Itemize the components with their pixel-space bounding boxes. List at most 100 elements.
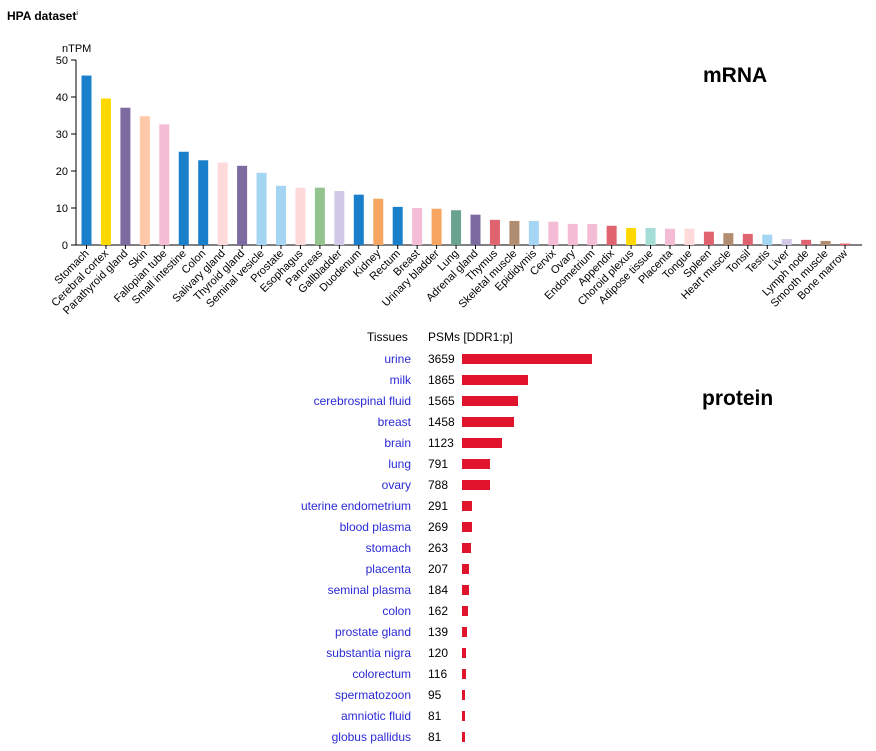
- mrna-bar[interactable]: [431, 208, 442, 245]
- mrna-bar[interactable]: [295, 187, 306, 245]
- tissue-link[interactable]: urine: [384, 352, 411, 366]
- mrna-bar[interactable]: [100, 98, 111, 245]
- psm-value: 81: [428, 709, 442, 723]
- psm-value: 269: [428, 520, 449, 534]
- mrna-bar[interactable]: [217, 162, 228, 245]
- tissue-link[interactable]: blood plasma: [339, 520, 411, 534]
- psm-bar: [462, 501, 473, 511]
- table-row: colorectum 116: [0, 667, 876, 688]
- psm-value: 207: [428, 562, 449, 576]
- tissue-link[interactable]: placenta: [365, 562, 411, 576]
- psms-header-label: PSMs: [428, 330, 461, 344]
- mrna-bar[interactable]: [528, 220, 539, 245]
- mrna-bar[interactable]: [820, 240, 831, 245]
- mrna-bar[interactable]: [548, 221, 559, 245]
- table-row: breast 1458: [0, 415, 876, 436]
- psm-bar: [462, 522, 472, 532]
- mrna-bar[interactable]: [353, 194, 364, 245]
- psm-value: 1458: [428, 415, 455, 429]
- psm-bar: [462, 459, 491, 469]
- mrna-bar[interactable]: [626, 227, 637, 245]
- table-row: uterine endometrium 291: [0, 499, 876, 520]
- mrna-bar[interactable]: [373, 198, 384, 245]
- y-tick-label: 40: [56, 92, 68, 104]
- tissue-link[interactable]: stomach: [365, 541, 411, 555]
- mrna-bar[interactable]: [781, 239, 792, 245]
- tissue-link[interactable]: uterine endometrium: [300, 499, 411, 513]
- mrna-bar[interactable]: [742, 233, 753, 245]
- table-row: substantia nigra 120: [0, 646, 876, 667]
- mrna-label: mRNA: [703, 64, 768, 87]
- table-row: stomach 263: [0, 541, 876, 562]
- psm-bar: [462, 396, 518, 406]
- mrna-bar[interactable]: [645, 227, 656, 245]
- psm-value: 1565: [428, 394, 455, 408]
- mrna-bar[interactable]: [723, 233, 734, 245]
- y-tick-label: 30: [56, 129, 68, 141]
- mrna-bar[interactable]: [840, 243, 851, 245]
- tissue-link[interactable]: ovary: [381, 478, 411, 492]
- mrna-bar[interactable]: [256, 172, 267, 245]
- tissue-link[interactable]: seminal plasma: [327, 583, 411, 597]
- tissue-link[interactable]: brain: [384, 436, 411, 450]
- mrna-bar[interactable]: [489, 219, 500, 245]
- mrna-bar[interactable]: [139, 116, 150, 246]
- mrna-bar[interactable]: [665, 228, 675, 245]
- tissues-column-header: Tissues: [367, 330, 408, 344]
- mrna-bar[interactable]: [762, 234, 773, 245]
- psm-value: 184: [428, 583, 449, 597]
- mrna-bar[interactable]: [276, 185, 286, 245]
- mrna-bar[interactable]: [451, 210, 462, 245]
- tissue-link[interactable]: substantia nigra: [326, 646, 411, 660]
- tissue-link[interactable]: milk: [389, 373, 411, 387]
- mrna-bar[interactable]: [801, 239, 812, 245]
- psm-bar: [462, 669, 467, 679]
- tissue-link[interactable]: lung: [388, 457, 411, 471]
- mrna-bar[interactable]: [470, 214, 481, 245]
- table-row: seminal plasma 184: [0, 583, 876, 604]
- mrna-bar[interactable]: [198, 160, 209, 245]
- mrna-bar[interactable]: [81, 75, 92, 245]
- y-tick-label: 10: [56, 203, 68, 215]
- tissue-link[interactable]: spermatozoon: [334, 688, 411, 702]
- tissue-link[interactable]: colon: [382, 604, 411, 618]
- mrna-bar[interactable]: [587, 223, 598, 245]
- y-tick-label: 20: [56, 166, 68, 178]
- mrna-bar[interactable]: [703, 231, 714, 245]
- tissue-link[interactable]: cerebrospinal fluid: [313, 394, 411, 408]
- psm-bar: [462, 585, 469, 595]
- mrna-bar[interactable]: [509, 220, 520, 245]
- y-axis-label: nTPM: [62, 43, 91, 55]
- table-row: amniotic fluid 81: [0, 709, 876, 730]
- mrna-bar[interactable]: [314, 187, 325, 245]
- mrna-bar[interactable]: [159, 124, 170, 245]
- tissue-link[interactable]: prostate gland: [334, 625, 411, 639]
- psm-value: 788: [428, 478, 449, 492]
- psm-bar: [462, 732, 465, 742]
- mrna-bar[interactable]: [606, 225, 617, 245]
- psm-value: 120: [428, 646, 449, 660]
- mrna-bar[interactable]: [567, 223, 578, 245]
- mrna-bar[interactable]: [412, 208, 423, 245]
- table-row: globus pallidus 81: [0, 730, 876, 751]
- mrna-bar[interactable]: [684, 228, 695, 245]
- table-row: spermatozoon 95: [0, 688, 876, 709]
- mrna-bar[interactable]: [392, 206, 403, 245]
- psms-column-header: PSMs [DDR1:p]: [428, 330, 513, 344]
- table-row: placenta 207: [0, 562, 876, 583]
- mrna-bar[interactable]: [334, 190, 345, 245]
- mrna-bar[interactable]: [178, 151, 189, 245]
- psm-value: 3659: [428, 352, 455, 366]
- psm-value: 1123: [428, 436, 454, 450]
- tissue-link[interactable]: breast: [377, 415, 411, 429]
- tissue-link[interactable]: amniotic fluid: [340, 709, 411, 723]
- psm-bar: [462, 606, 468, 616]
- psm-value: 81: [428, 730, 442, 744]
- tissue-link[interactable]: colorectum: [352, 667, 411, 681]
- tissue-link[interactable]: globus pallidus: [331, 730, 411, 744]
- table-row: colon 162: [0, 604, 876, 625]
- info-icon[interactable]: i: [76, 10, 78, 17]
- mrna-bar[interactable]: [237, 165, 248, 245]
- mrna-bar[interactable]: [120, 107, 131, 245]
